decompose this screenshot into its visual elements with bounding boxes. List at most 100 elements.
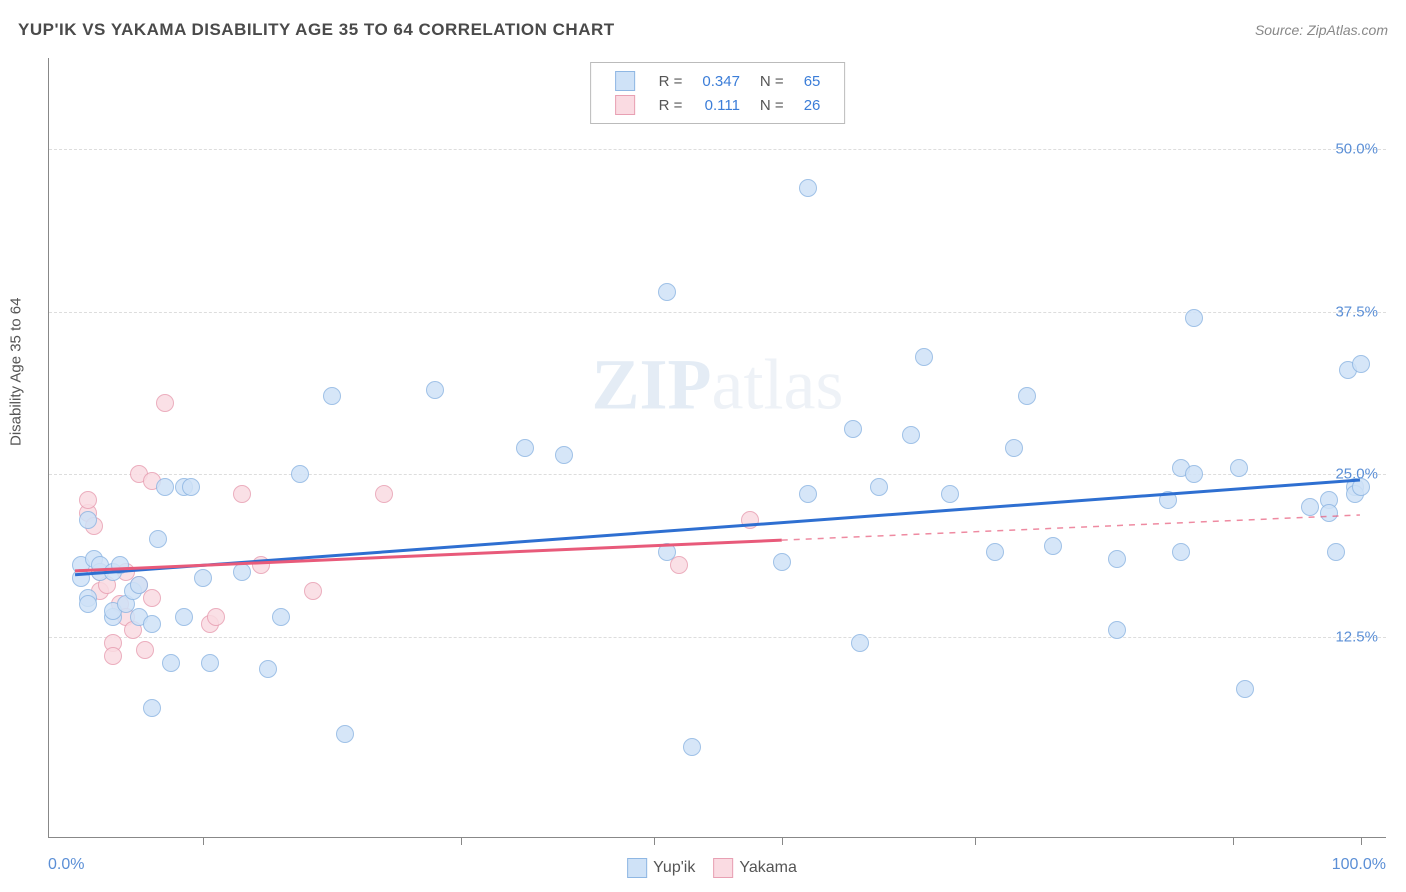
- scatter-point: [336, 725, 354, 743]
- x-tick: [461, 837, 462, 845]
- scatter-point: [1236, 680, 1254, 698]
- source-label: Source: ZipAtlas.com: [1255, 22, 1388, 38]
- legend-r-value: 0.347: [692, 69, 750, 93]
- x-axis-min-label: 0.0%: [48, 856, 84, 874]
- correlation-legend: R =0.347N =65R =0.111N =26: [590, 62, 846, 124]
- scatter-point: [130, 576, 148, 594]
- x-tick: [203, 837, 204, 845]
- scatter-point: [870, 478, 888, 496]
- chart-title: YUP'IK VS YAKAMA DISABILITY AGE 35 TO 64…: [18, 20, 615, 39]
- scatter-point: [304, 582, 322, 600]
- y-tick-label: 12.5%: [1335, 628, 1378, 645]
- scatter-point: [136, 641, 154, 659]
- scatter-point: [851, 634, 869, 652]
- scatter-point: [426, 381, 444, 399]
- scatter-point: [79, 491, 97, 509]
- scatter-point: [291, 465, 309, 483]
- scatter-point: [683, 738, 701, 756]
- trend-lines: [49, 58, 1386, 837]
- gridline: [49, 149, 1386, 150]
- scatter-point: [79, 595, 97, 613]
- scatter-point: [104, 647, 122, 665]
- gridline: [49, 637, 1386, 638]
- legend-swatch: [627, 858, 647, 878]
- scatter-point: [111, 556, 129, 574]
- scatter-plot: ZIPatlas R =0.347N =65R =0.111N =26 12.5…: [48, 58, 1386, 838]
- scatter-point: [1159, 491, 1177, 509]
- scatter-point: [1185, 465, 1203, 483]
- scatter-point: [902, 426, 920, 444]
- legend-swatch: [615, 71, 635, 91]
- scatter-point: [259, 660, 277, 678]
- scatter-point: [658, 543, 676, 561]
- y-tick-label: 37.5%: [1335, 303, 1378, 320]
- scatter-point: [201, 654, 219, 672]
- scatter-point: [1301, 498, 1319, 516]
- x-tick: [1233, 837, 1234, 845]
- x-tick: [1361, 837, 1362, 845]
- scatter-point: [658, 283, 676, 301]
- scatter-point: [233, 563, 251, 581]
- x-tick: [782, 837, 783, 845]
- scatter-point: [516, 439, 534, 457]
- x-tick: [975, 837, 976, 845]
- legend-label: Yakama: [739, 859, 797, 876]
- scatter-point: [143, 615, 161, 633]
- scatter-point: [986, 543, 1004, 561]
- scatter-point: [156, 478, 174, 496]
- scatter-point: [1230, 459, 1248, 477]
- scatter-point: [194, 569, 212, 587]
- legend-n-value: 65: [794, 69, 831, 93]
- scatter-point: [252, 556, 270, 574]
- scatter-point: [149, 530, 167, 548]
- scatter-point: [272, 608, 290, 626]
- scatter-point: [1185, 309, 1203, 327]
- scatter-point: [175, 608, 193, 626]
- scatter-point: [1044, 537, 1062, 555]
- x-axis-max-label: 100.0%: [1332, 856, 1386, 874]
- legend-r-value: 0.111: [692, 93, 750, 117]
- scatter-point: [844, 420, 862, 438]
- scatter-point: [555, 446, 573, 464]
- legend-row: R =0.347N =65: [605, 69, 831, 93]
- scatter-point: [143, 699, 161, 717]
- scatter-point: [72, 569, 90, 587]
- scatter-point: [1005, 439, 1023, 457]
- scatter-point: [741, 511, 759, 529]
- scatter-point: [156, 394, 174, 412]
- scatter-point: [1352, 355, 1370, 373]
- legend-r-label: R =: [649, 69, 693, 93]
- scatter-point: [799, 485, 817, 503]
- scatter-point: [323, 387, 341, 405]
- scatter-point: [233, 485, 251, 503]
- scatter-point: [1327, 543, 1345, 561]
- scatter-point: [207, 608, 225, 626]
- legend-row: R =0.111N =26: [605, 93, 831, 117]
- scatter-point: [670, 556, 688, 574]
- scatter-point: [799, 179, 817, 197]
- scatter-point: [182, 478, 200, 496]
- watermark-text: ZIPatlas: [592, 344, 844, 427]
- scatter-point: [1108, 550, 1126, 568]
- scatter-point: [1352, 478, 1370, 496]
- legend-swatch: [713, 858, 733, 878]
- x-tick: [654, 837, 655, 845]
- scatter-point: [1320, 504, 1338, 522]
- scatter-point: [143, 589, 161, 607]
- series-legend: Yup'ik Yakama: [609, 858, 797, 878]
- y-axis-title: Disability Age 35 to 64: [8, 298, 25, 446]
- scatter-point: [773, 553, 791, 571]
- scatter-point: [941, 485, 959, 503]
- scatter-point: [915, 348, 933, 366]
- scatter-point: [1018, 387, 1036, 405]
- scatter-point: [1108, 621, 1126, 639]
- scatter-point: [375, 485, 393, 503]
- legend-n-value: 26: [794, 93, 831, 117]
- scatter-point: [1172, 543, 1190, 561]
- y-tick-label: 50.0%: [1335, 141, 1378, 158]
- legend-label: Yup'ik: [653, 859, 695, 876]
- legend-r-label: R =: [649, 93, 693, 117]
- scatter-point: [162, 654, 180, 672]
- legend-swatch: [615, 95, 635, 115]
- legend-n-label: N =: [750, 69, 794, 93]
